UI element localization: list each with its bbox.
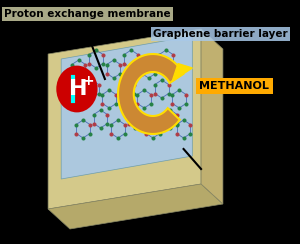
Polygon shape bbox=[201, 29, 223, 204]
Text: METHANOL: METHANOL bbox=[199, 81, 269, 91]
Polygon shape bbox=[61, 36, 192, 179]
Text: +: + bbox=[82, 74, 94, 88]
Polygon shape bbox=[172, 64, 192, 81]
Circle shape bbox=[58, 67, 96, 111]
Text: H: H bbox=[69, 79, 87, 99]
Polygon shape bbox=[48, 184, 223, 229]
Text: Proton exchange membrane: Proton exchange membrane bbox=[4, 9, 171, 19]
Polygon shape bbox=[118, 54, 183, 134]
Polygon shape bbox=[48, 29, 201, 209]
Text: Graphene barrier layer: Graphene barrier layer bbox=[153, 29, 288, 39]
